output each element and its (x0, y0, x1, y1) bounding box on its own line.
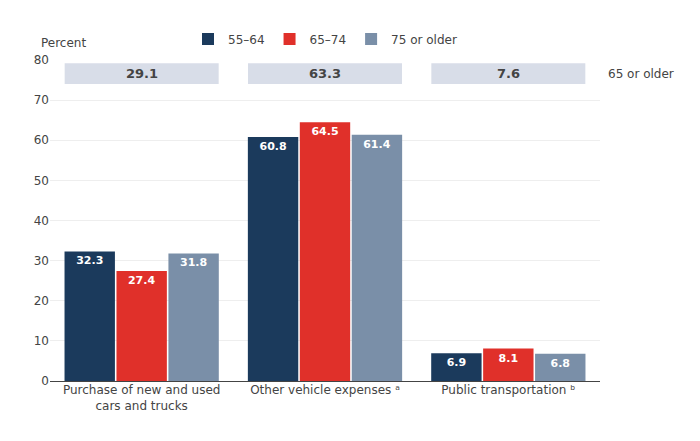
svg-text:6.9: 6.9 (447, 356, 467, 369)
svg-text:Other vehicle expenses ᵃ: Other vehicle expenses ᵃ (250, 383, 400, 397)
svg-text:10: 10 (34, 334, 49, 348)
svg-text:70: 70 (34, 93, 49, 107)
svg-text:40: 40 (34, 214, 49, 228)
svg-text:60: 60 (34, 133, 49, 147)
svg-text:80: 80 (34, 53, 49, 67)
svg-text:0: 0 (41, 374, 49, 388)
svg-text:65 or older: 65 or older (608, 67, 674, 81)
svg-text:31.8: 31.8 (180, 256, 207, 269)
svg-text:55–64: 55–64 (228, 33, 265, 47)
svg-text:27.4: 27.4 (128, 274, 155, 287)
svg-text:32.3: 32.3 (76, 254, 103, 267)
svg-text:8.1: 8.1 (499, 352, 518, 365)
svg-text:50: 50 (34, 174, 49, 188)
svg-text:Percent: Percent (41, 36, 86, 50)
svg-text:Public transportation ᵇ: Public transportation ᵇ (441, 383, 575, 397)
svg-text:75 or older: 75 or older (391, 33, 457, 47)
svg-text:30: 30 (34, 254, 49, 268)
svg-text:60.8: 60.8 (259, 140, 286, 153)
svg-text:64.5: 64.5 (311, 125, 338, 138)
svg-text:20: 20 (34, 294, 49, 308)
svg-text:29.1: 29.1 (126, 66, 158, 81)
svg-text:6.8: 6.8 (551, 357, 571, 370)
svg-text:7.6: 7.6 (497, 66, 520, 81)
svg-text:Purchase of new and usedcars a: Purchase of new and usedcars and trucks (63, 383, 221, 413)
svg-text:65–74: 65–74 (310, 33, 347, 47)
svg-text:63.3: 63.3 (309, 66, 341, 81)
svg-text:61.4: 61.4 (363, 138, 390, 151)
